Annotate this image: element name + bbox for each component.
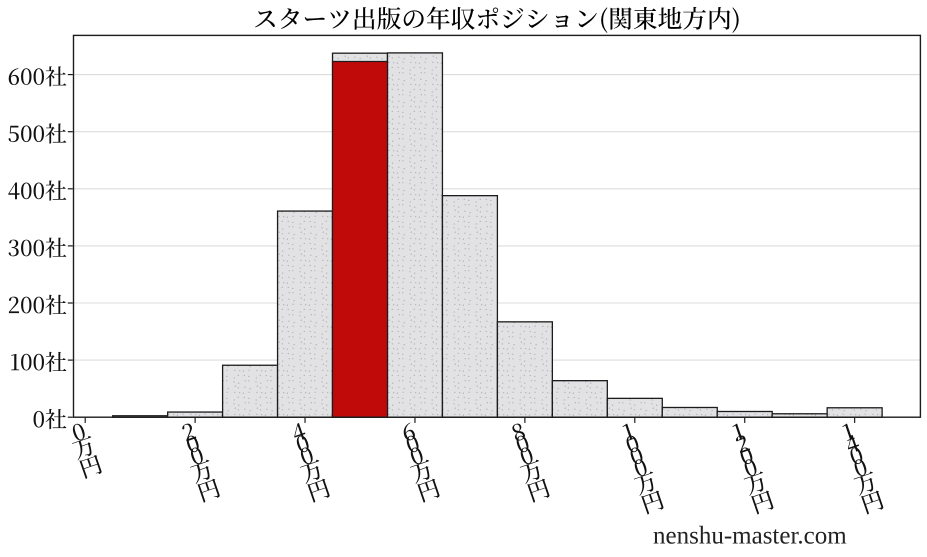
svg-text:nenshu-master.com: nenshu-master.com <box>653 523 847 550</box>
